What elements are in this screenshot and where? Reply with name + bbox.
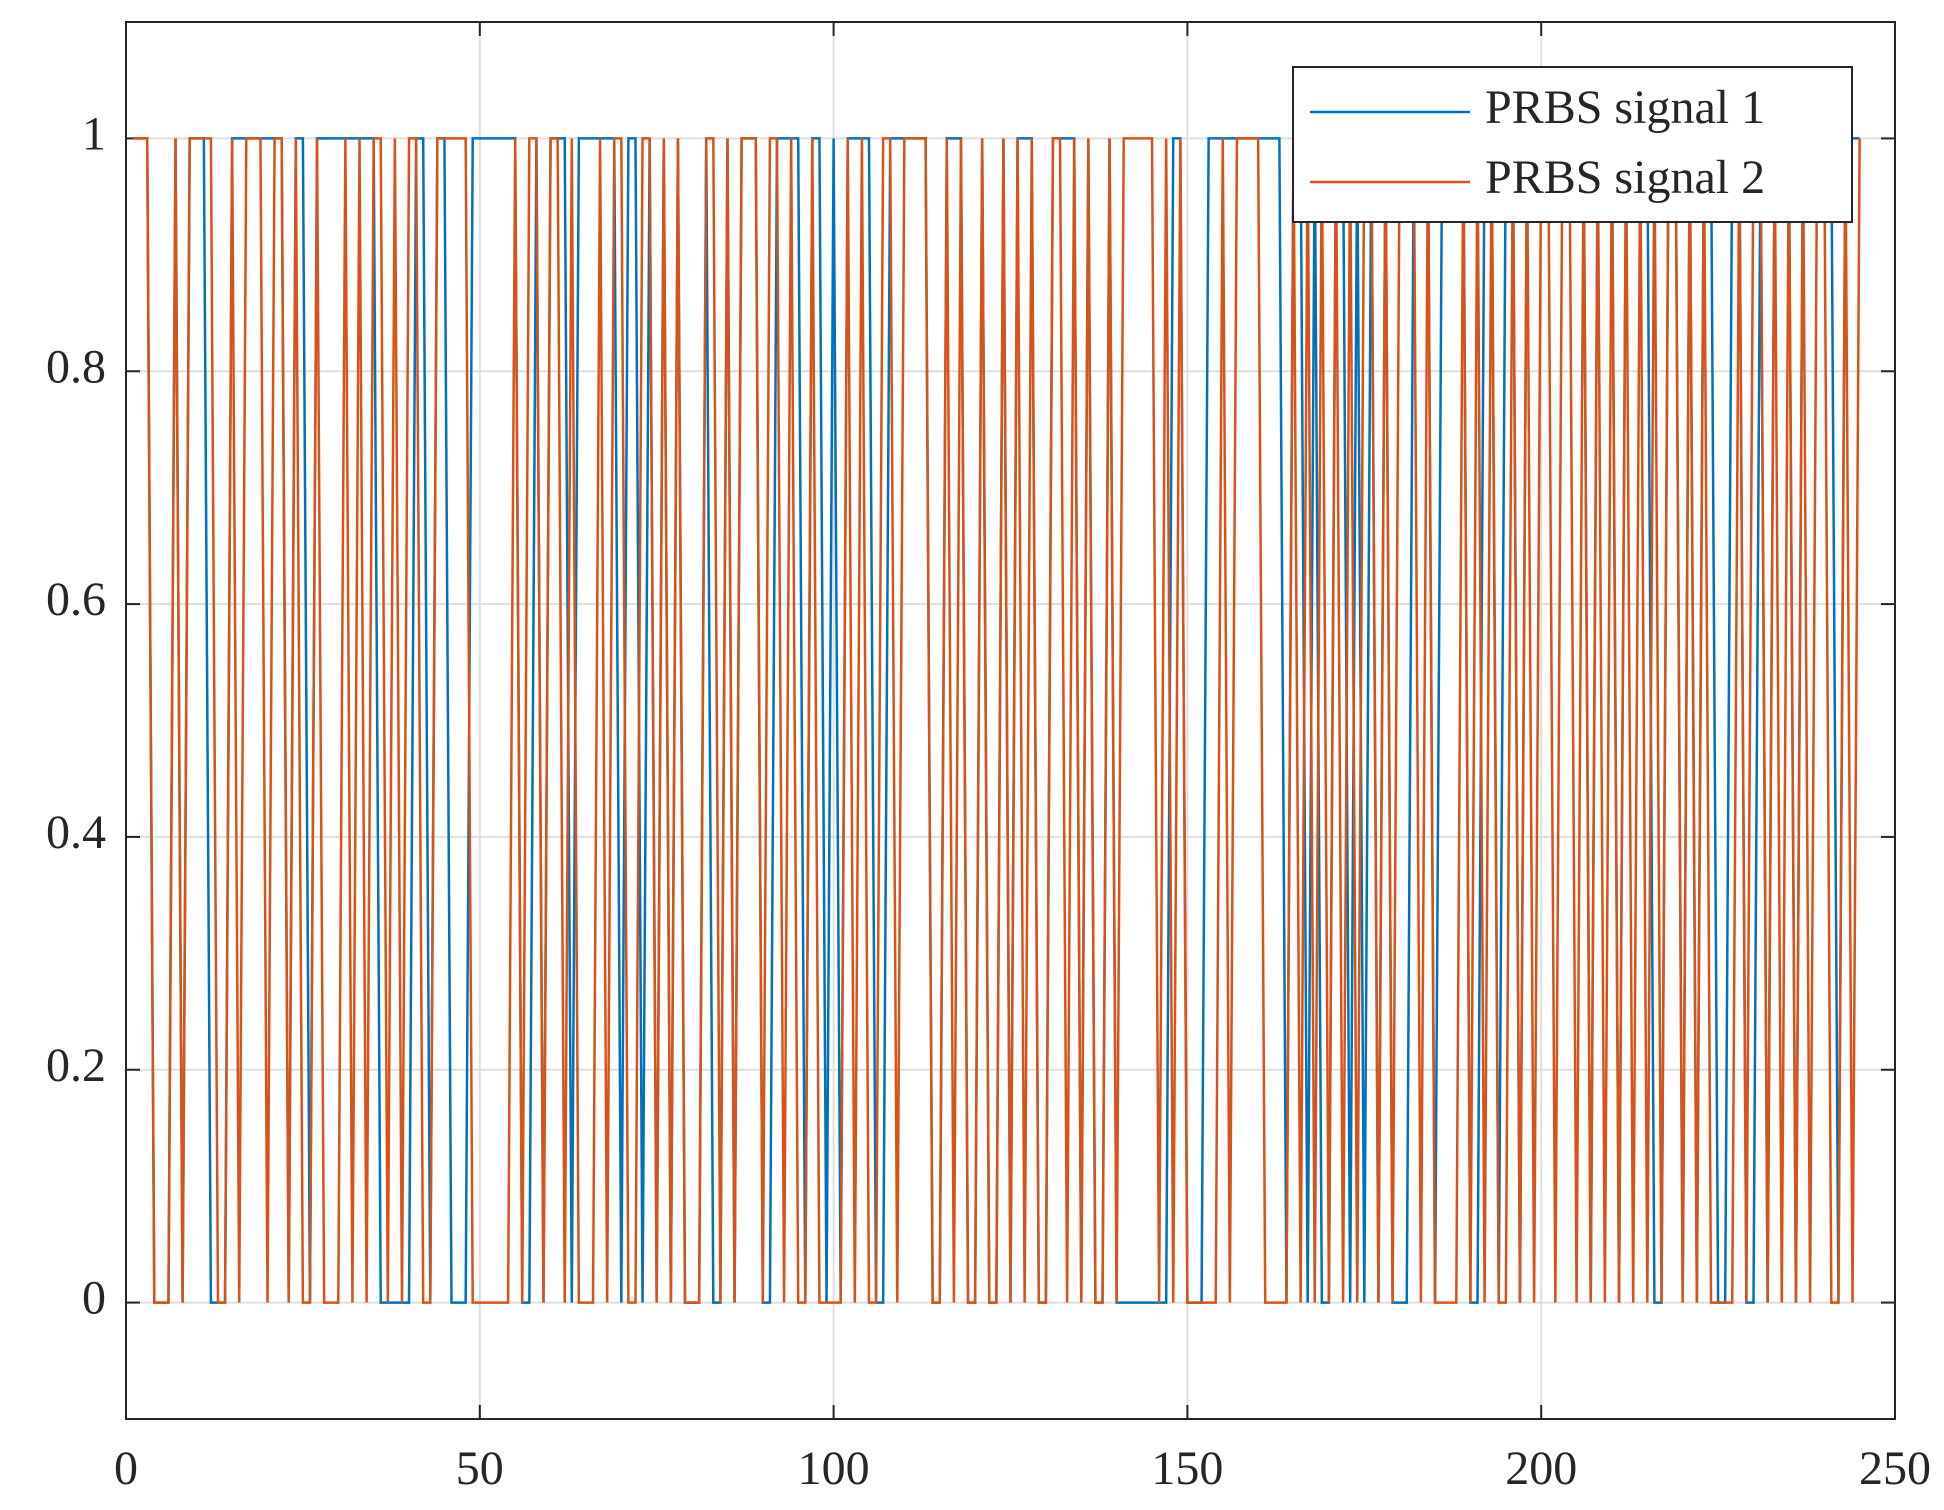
y-tick-label: 0.6 (46, 573, 106, 626)
x-tick-label: 150 (1151, 1442, 1223, 1495)
y-tick-label: 1 (82, 107, 106, 160)
line-series (133, 137, 1861, 1304)
legend-label: PRBS signal 2 (1485, 151, 1765, 204)
x-tick-label: 0 (114, 1442, 138, 1495)
legend-box (1292, 66, 1853, 223)
y-tick-label: 0 (82, 1272, 106, 1325)
legend-label: PRBS signal 1 (1485, 81, 1765, 134)
y-tick-label: 0.8 (46, 340, 106, 393)
x-tick-label: 50 (456, 1442, 504, 1495)
plot-frame (125, 21, 1896, 1420)
y-tick-label: 0.4 (46, 806, 106, 859)
x-tick-label: 200 (1505, 1442, 1577, 1495)
x-tick-label: 100 (798, 1442, 870, 1495)
x-tick-label: 250 (1859, 1442, 1931, 1495)
y-tick-label: 0.2 (46, 1039, 106, 1092)
